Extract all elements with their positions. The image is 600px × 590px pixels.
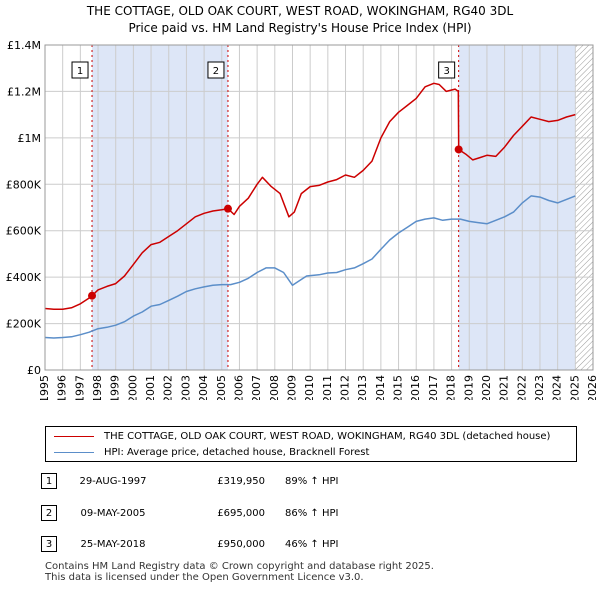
transaction-price: £695,000 [217, 508, 265, 519]
sale-badge-label: 3 [443, 66, 449, 77]
transaction-number: 1 [41, 473, 57, 489]
hatched-region [575, 45, 593, 370]
legend: THE COTTAGE, OLD OAK COURT, WEST ROAD, W… [45, 426, 577, 462]
x-tick-label: 2006 [232, 375, 245, 400]
x-tick-label: 2002 [162, 375, 175, 400]
x-tick-label: 2016 [409, 375, 422, 400]
sale-badge-label: 2 [213, 66, 219, 77]
shaded-region [92, 45, 228, 370]
transaction-hpi: 89% ↑ HPI [285, 476, 339, 487]
y-tick-label: £600K [6, 225, 42, 238]
transaction-date: 09-MAY-2005 [80, 508, 146, 519]
sale-badge [207, 61, 225, 79]
y-tick-label: £1M [18, 132, 42, 145]
x-tick-label: 2007 [250, 375, 263, 400]
x-tick-label: 2015 [392, 375, 405, 400]
x-tick-label: 1999 [109, 375, 122, 400]
transaction-hpi: 86% ↑ HPI [285, 508, 339, 519]
legend-item-property: THE COTTAGE, OLD OAK COURT, WEST ROAD, W… [54, 429, 550, 445]
x-tick-label: 1997 [73, 375, 86, 400]
x-tick-label: 1995 [38, 375, 51, 400]
x-tick-label: 2026 [586, 375, 599, 400]
chart-title: THE COTTAGE, OLD OAK COURT, WEST ROAD, W… [0, 3, 600, 37]
sale-point [454, 145, 463, 154]
property-series-line [45, 82, 576, 310]
legend-swatch-property [54, 435, 94, 437]
x-tick-label: 2012 [339, 375, 352, 400]
transaction-date: 29-AUG-1997 [79, 476, 147, 487]
price-chart: £0 £200K £400K £600K £800K £1M £1.2M £1.4M 1995 1… [6, 39, 599, 400]
transaction-price: £319,950 [217, 476, 265, 487]
footer: Contains HM Land Registry data © Crown c… [45, 561, 434, 583]
y-tick-label: £800K [6, 178, 42, 191]
x-tick-label: 1998 [91, 375, 104, 400]
x-tick-label: 2020 [480, 375, 493, 400]
footer-copyright: Contains HM Land Registry data © Crown c… [45, 561, 434, 572]
legend-swatch-hpi [54, 451, 94, 453]
x-tick-label: 2009 [285, 375, 298, 400]
sale-badge [438, 61, 456, 79]
transaction-date: 25-MAY-2018 [80, 539, 146, 550]
legend-label-property: THE COTTAGE, OLD OAK COURT, WEST ROAD, W… [104, 431, 551, 442]
sale-badge-label: 1 [77, 66, 83, 77]
transaction-row: 2 09-MAY-2005 £695,000 86% ↑ HPI [0, 505, 600, 523]
x-tick-label: 1996 [56, 375, 69, 400]
x-tick-label: 2008 [268, 375, 281, 400]
x-tick-label: 2014 [374, 375, 387, 400]
x-tick-label: 2024 [551, 375, 564, 400]
transaction-row: 3 25-MAY-2018 £950,000 46% ↑ HPI [0, 536, 600, 554]
transaction-number: 2 [41, 505, 57, 521]
x-tick-label: 2018 [445, 375, 458, 400]
x-tick-label: 2003 [179, 375, 192, 400]
hpi-series-line [45, 195, 576, 339]
legend-item-hpi: HPI: Average price, detached house, Brac… [54, 445, 369, 461]
transaction-number: 3 [41, 536, 57, 552]
x-tick-label: 2019 [462, 375, 475, 400]
y-tick-label: £200K [6, 318, 42, 331]
plot-frame [44, 44, 594, 371]
chart-title-line: THE COTTAGE, OLD OAK COURT, WEST ROAD, W… [86, 4, 514, 18]
y-tick-label: £1.2M [7, 85, 41, 98]
x-tick-label: 2021 [498, 375, 511, 400]
x-tick-label: 2001 [144, 375, 157, 400]
x-tick-label: 2011 [321, 375, 334, 400]
sale-point [223, 204, 232, 213]
y-tick-label: £400K [6, 271, 42, 284]
transaction-price: £950,000 [217, 539, 265, 550]
x-tick-label: 2017 [427, 375, 440, 400]
x-tick-label: 2013 [356, 375, 369, 400]
x-tick-label: 2022 [515, 375, 528, 400]
x-tick-label: 2000 [126, 375, 139, 400]
footer-licence: This data is licensed under the Open Gov… [45, 572, 364, 583]
chart-subtitle: Price paid vs. HM Land Registry's House … [128, 21, 472, 35]
y-tick-label: £0 [27, 364, 41, 377]
y-tick-label: £1.4M [7, 39, 41, 52]
x-tick-label: 2025 [568, 375, 581, 400]
sale-point [88, 291, 97, 300]
sale-badge [71, 61, 89, 79]
x-tick-label: 2010 [303, 375, 316, 400]
transaction-row: 1 29-AUG-1997 £319,950 89% ↑ HPI [0, 473, 600, 491]
transaction-hpi: 46% ↑ HPI [285, 539, 339, 550]
legend-label-hpi: HPI: Average price, detached house, Brac… [104, 447, 370, 458]
x-tick-label: 2004 [197, 375, 210, 400]
x-tick-label: 2005 [215, 375, 228, 400]
x-tick-label: 2023 [533, 375, 546, 400]
